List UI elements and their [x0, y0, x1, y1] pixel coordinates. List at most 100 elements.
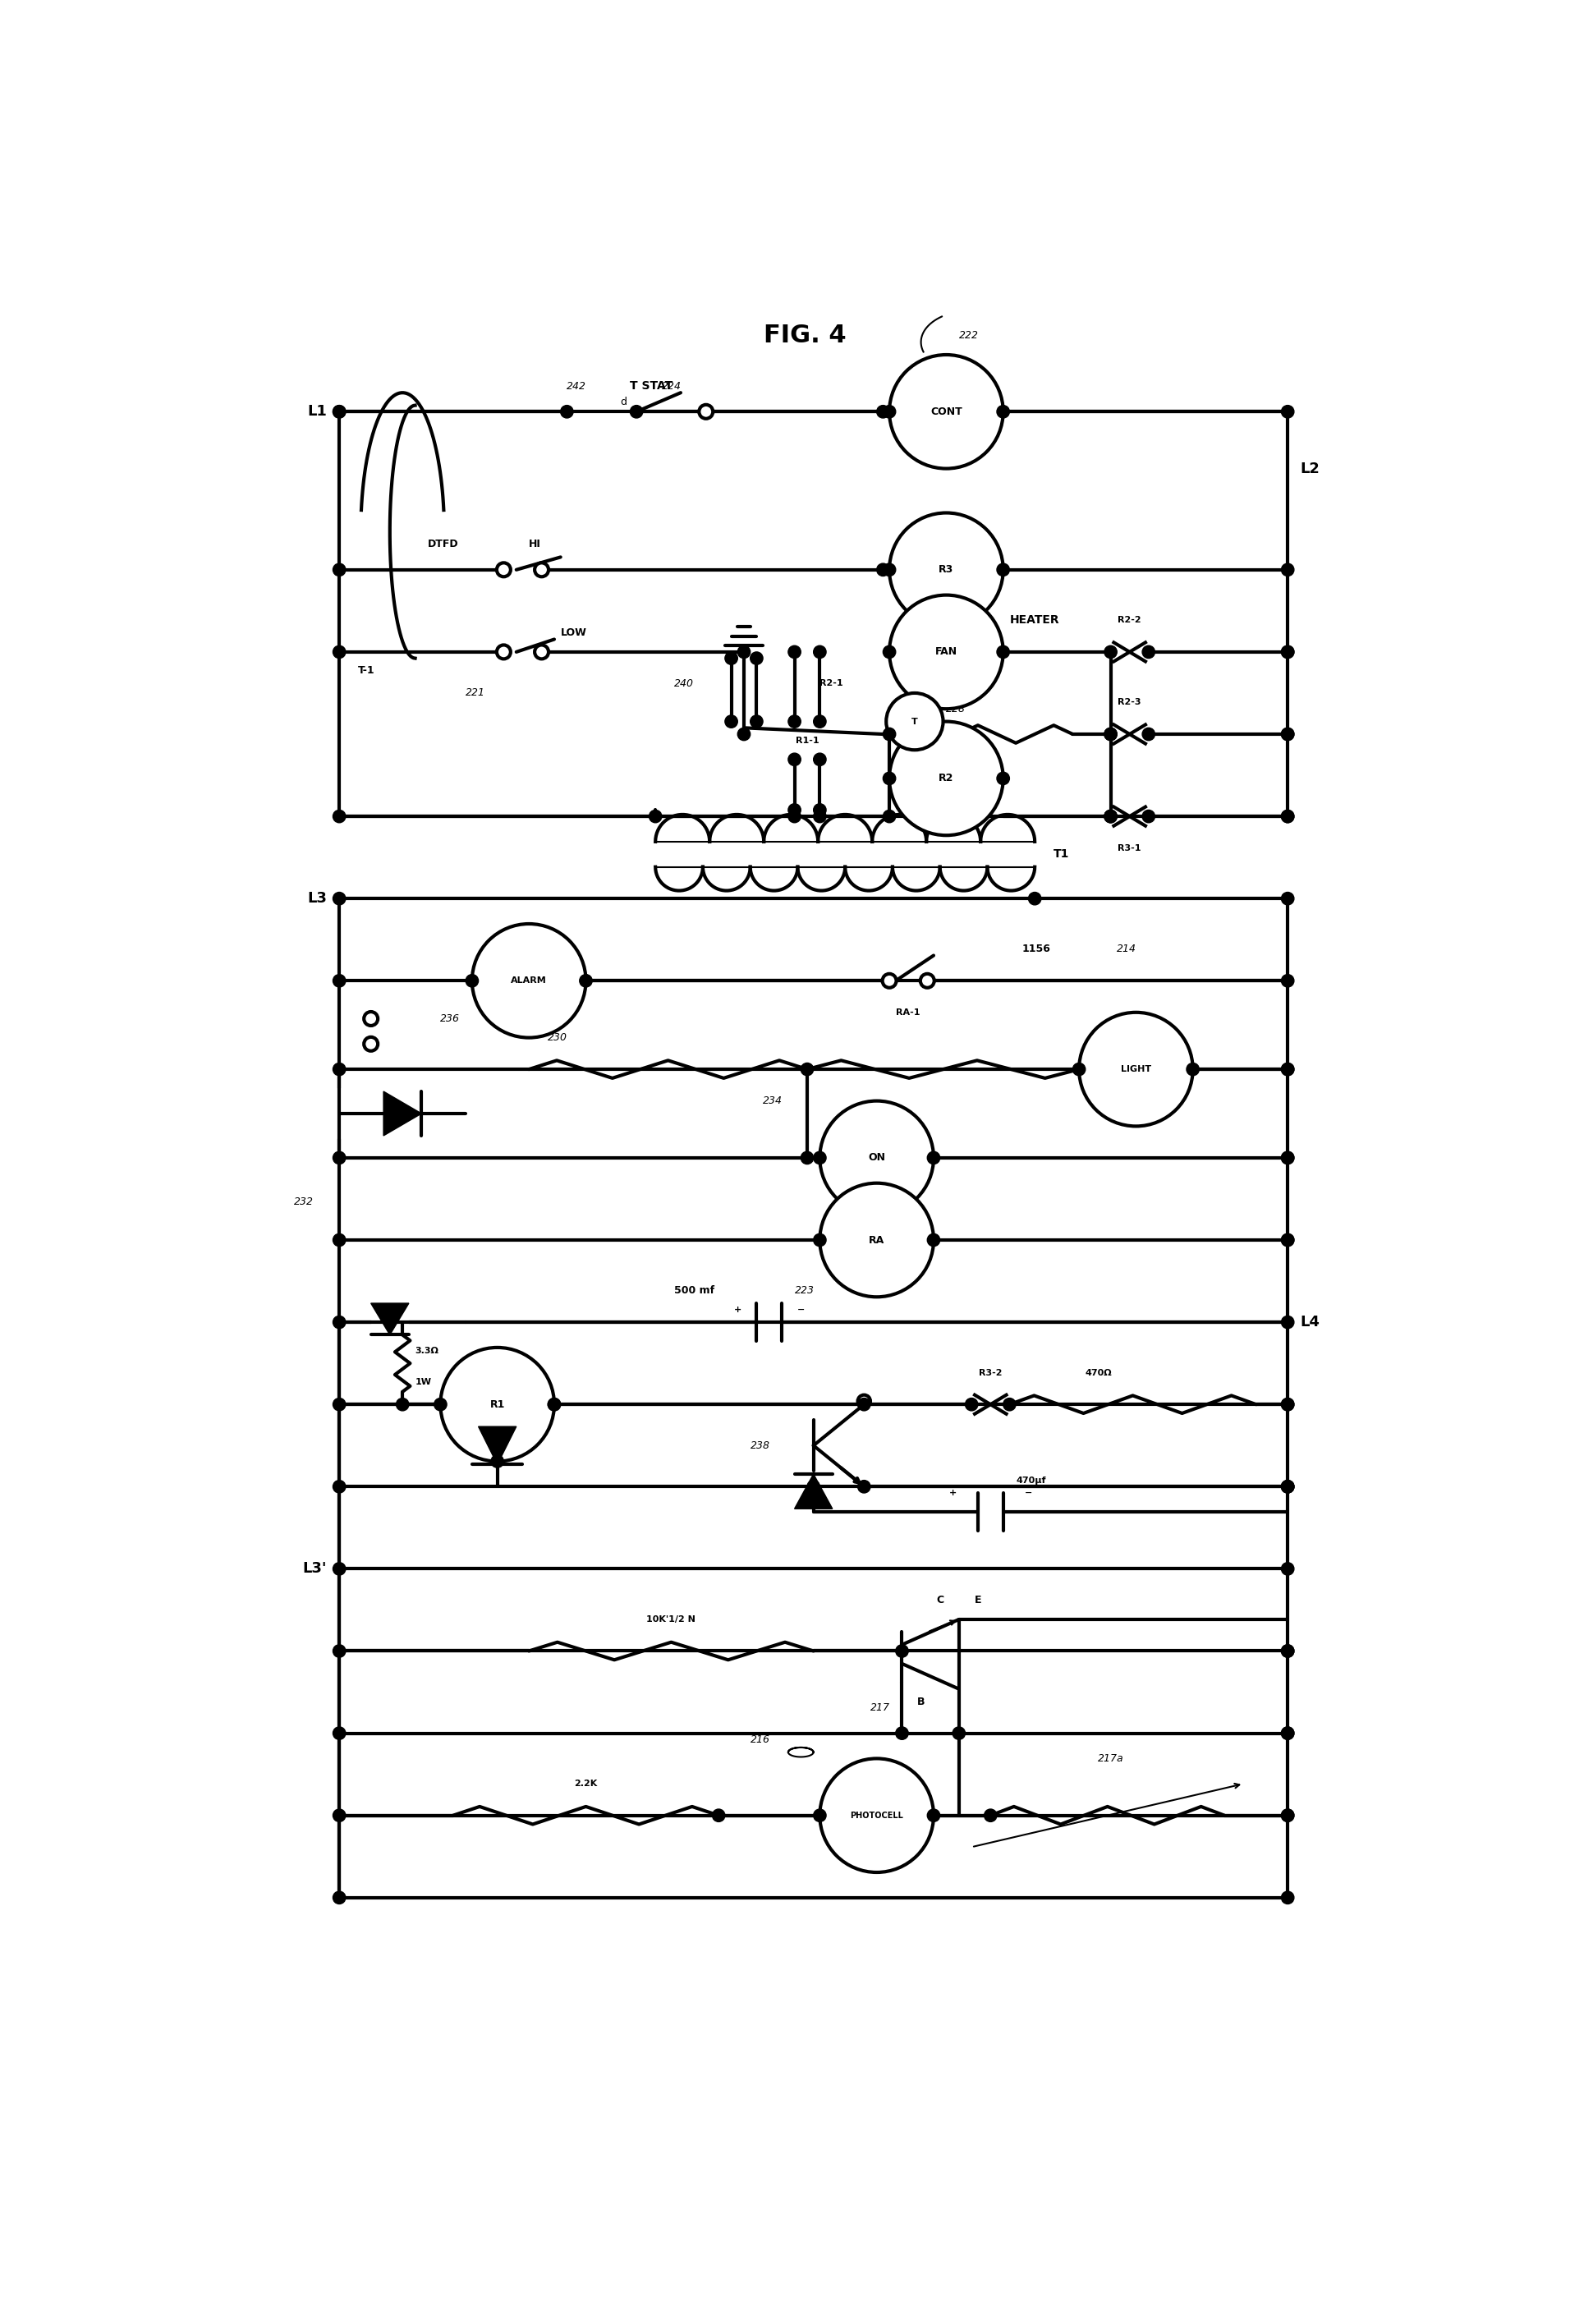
- Text: 232: 232: [294, 1197, 314, 1208]
- Circle shape: [738, 727, 750, 741]
- Circle shape: [1281, 892, 1294, 904]
- Text: L4: L4: [1300, 1315, 1320, 1329]
- Circle shape: [920, 974, 934, 988]
- Circle shape: [997, 772, 1010, 786]
- Text: L3: L3: [308, 890, 327, 906]
- Text: R2: R2: [939, 774, 955, 783]
- Circle shape: [1281, 404, 1294, 418]
- Text: B: B: [917, 1697, 925, 1706]
- Text: 242: 242: [567, 381, 587, 393]
- Circle shape: [496, 562, 510, 576]
- Polygon shape: [383, 1092, 421, 1136]
- Text: 217a: 217a: [1097, 1752, 1124, 1764]
- Circle shape: [1281, 1645, 1294, 1657]
- Text: +: +: [948, 1490, 956, 1497]
- Circle shape: [333, 1150, 345, 1164]
- Circle shape: [813, 804, 826, 816]
- Text: 3.3Ω: 3.3Ω: [414, 1346, 440, 1355]
- Circle shape: [333, 892, 345, 904]
- Circle shape: [441, 1348, 554, 1462]
- Text: L1: L1: [308, 404, 327, 418]
- Circle shape: [1281, 1150, 1294, 1164]
- Circle shape: [813, 646, 826, 658]
- Circle shape: [466, 974, 479, 988]
- Text: 224: 224: [661, 381, 681, 393]
- Text: E: E: [975, 1594, 981, 1606]
- Circle shape: [333, 811, 345, 823]
- Text: d: d: [620, 397, 626, 407]
- Circle shape: [333, 1892, 345, 1903]
- Circle shape: [1003, 1399, 1016, 1411]
- Circle shape: [333, 1808, 345, 1822]
- Text: FIG. 4: FIG. 4: [763, 323, 846, 349]
- Text: LIGHT: LIGHT: [1121, 1064, 1151, 1074]
- Circle shape: [857, 1399, 870, 1411]
- Circle shape: [333, 1062, 345, 1076]
- Text: T STAT: T STAT: [630, 381, 674, 393]
- Circle shape: [1281, 727, 1294, 741]
- Text: 223: 223: [794, 1285, 815, 1297]
- Text: 217: 217: [870, 1703, 890, 1713]
- Circle shape: [1281, 646, 1294, 658]
- Text: 230: 230: [548, 1032, 568, 1043]
- Circle shape: [1281, 1480, 1294, 1492]
- Text: DTFD: DTFD: [427, 539, 458, 551]
- Circle shape: [333, 646, 345, 658]
- Circle shape: [699, 404, 713, 418]
- Circle shape: [535, 646, 548, 658]
- Text: R1-1: R1-1: [796, 737, 820, 744]
- Text: −: −: [798, 1306, 805, 1313]
- Circle shape: [1281, 1808, 1294, 1822]
- Circle shape: [1143, 811, 1156, 823]
- Text: 240: 240: [675, 679, 694, 688]
- Circle shape: [1281, 727, 1294, 741]
- Circle shape: [333, 974, 345, 988]
- Circle shape: [1281, 1892, 1294, 1903]
- Circle shape: [1281, 811, 1294, 823]
- Circle shape: [788, 753, 801, 767]
- Circle shape: [1281, 1562, 1294, 1576]
- Circle shape: [882, 404, 895, 418]
- Circle shape: [813, 1808, 826, 1822]
- Circle shape: [1104, 646, 1116, 658]
- Circle shape: [1281, 1062, 1294, 1076]
- Circle shape: [1281, 1645, 1294, 1657]
- Text: 1W: 1W: [414, 1378, 432, 1387]
- Circle shape: [548, 1399, 560, 1411]
- Circle shape: [473, 925, 586, 1039]
- Circle shape: [953, 1727, 966, 1741]
- Circle shape: [895, 1645, 909, 1657]
- Circle shape: [889, 720, 1003, 834]
- Circle shape: [1281, 811, 1294, 823]
- Text: 238: 238: [750, 1441, 769, 1450]
- Circle shape: [1281, 1234, 1294, 1246]
- Text: 470μf: 470μf: [1016, 1476, 1046, 1485]
- Circle shape: [738, 646, 750, 658]
- Circle shape: [333, 1562, 345, 1576]
- Text: L2: L2: [1300, 460, 1320, 476]
- Circle shape: [876, 562, 889, 576]
- Circle shape: [820, 1183, 934, 1297]
- Circle shape: [801, 1062, 813, 1076]
- Polygon shape: [479, 1427, 517, 1464]
- Circle shape: [1072, 1062, 1085, 1076]
- Circle shape: [928, 1150, 940, 1164]
- Text: RA: RA: [868, 1234, 884, 1246]
- Circle shape: [1281, 1727, 1294, 1741]
- Circle shape: [579, 974, 592, 988]
- Text: +: +: [733, 1306, 741, 1313]
- Text: 500 mf: 500 mf: [675, 1285, 714, 1297]
- Circle shape: [491, 1455, 504, 1469]
- Circle shape: [1281, 1480, 1294, 1492]
- Text: R3: R3: [939, 565, 953, 574]
- Text: 1156: 1156: [1022, 944, 1050, 955]
- Circle shape: [876, 404, 889, 418]
- Circle shape: [1281, 1480, 1294, 1492]
- Text: HEATER: HEATER: [1010, 614, 1060, 625]
- Text: LOW: LOW: [560, 627, 587, 639]
- Circle shape: [997, 562, 1010, 576]
- Text: −: −: [1025, 1490, 1033, 1497]
- Text: ALARM: ALARM: [510, 976, 546, 985]
- Text: FAN: FAN: [936, 646, 958, 658]
- Text: 228: 228: [947, 704, 966, 713]
